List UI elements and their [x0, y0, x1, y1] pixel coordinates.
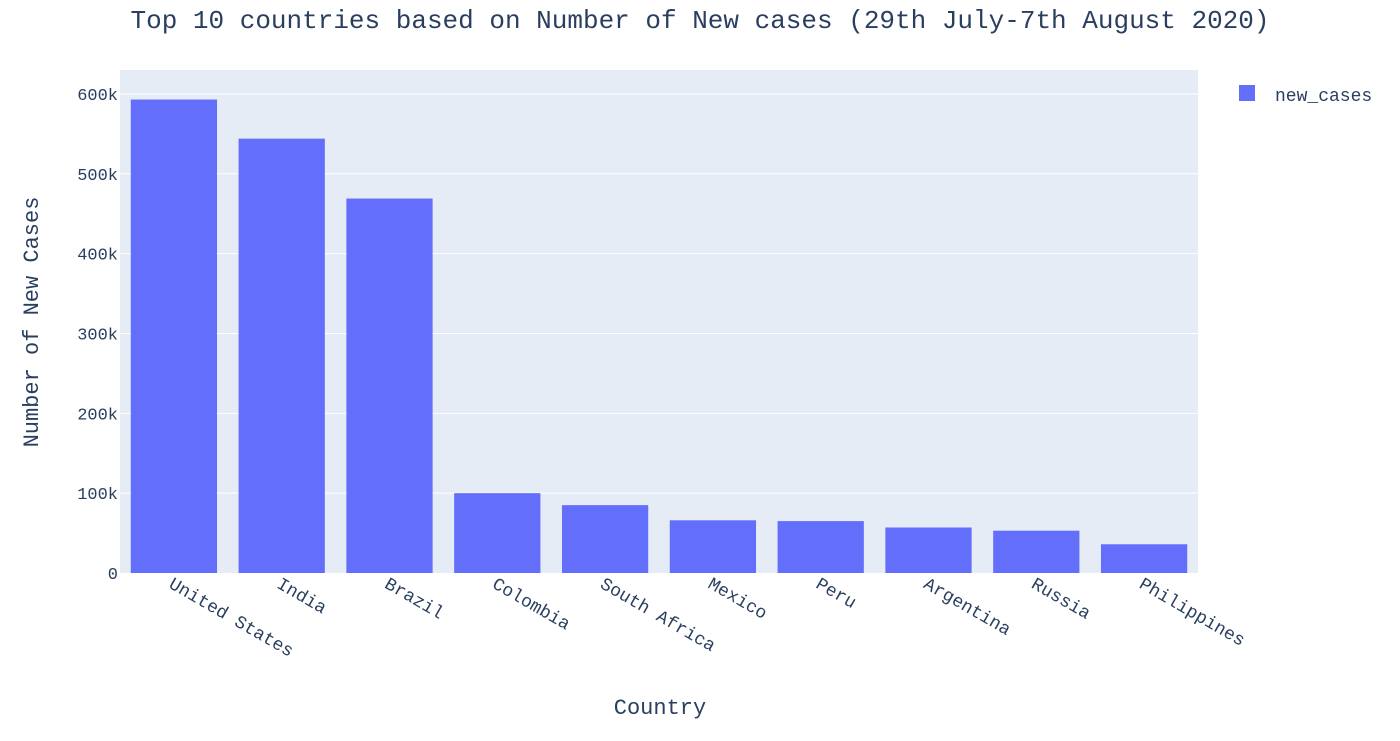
legend-label: new_cases: [1275, 87, 1372, 107]
y-tick-label: 100k: [77, 486, 118, 505]
x-tick-label: Brazil: [381, 575, 447, 625]
x-tick-label: India: [273, 575, 330, 619]
y-tick-label: 400k: [77, 247, 118, 266]
x-axis-label: Country: [614, 696, 706, 721]
y-tick-label: 600k: [77, 87, 118, 106]
legend[interactable]: new_cases: [1239, 85, 1372, 107]
bar[interactable]: [561, 505, 649, 573]
bar[interactable]: [993, 530, 1080, 573]
y-axis-ticks: 0 100k 200k 300k 400k 500k 600k: [77, 87, 118, 585]
bar[interactable]: [346, 198, 433, 574]
bar[interactable]: [130, 99, 218, 574]
bar[interactable]: [777, 521, 864, 573]
legend-swatch: [1239, 85, 1255, 101]
bars: [130, 99, 1188, 574]
x-tick-label: Argentina: [920, 575, 1014, 641]
x-tick-label: Peru: [812, 575, 859, 614]
y-axis-label: Number of New Cases: [20, 197, 45, 448]
bar[interactable]: [885, 527, 972, 573]
bar[interactable]: [669, 520, 757, 573]
x-tick-label: Mexico: [704, 575, 770, 625]
x-tick-label: Russia: [1027, 575, 1093, 625]
x-tick-label: South Africa: [596, 575, 718, 657]
y-tick-label: 200k: [77, 406, 118, 425]
y-tick-label: 500k: [77, 167, 118, 186]
y-tick-label: 300k: [77, 326, 118, 345]
bar[interactable]: [238, 138, 325, 573]
x-tick-label: Colombia: [488, 575, 573, 636]
chart-title: Top 10 countries based on Number of New …: [131, 6, 1270, 36]
y-tick-label: 0: [108, 566, 118, 585]
x-tick-label: Philippines: [1135, 575, 1248, 652]
bar[interactable]: [454, 493, 541, 573]
bar[interactable]: [1100, 544, 1188, 573]
